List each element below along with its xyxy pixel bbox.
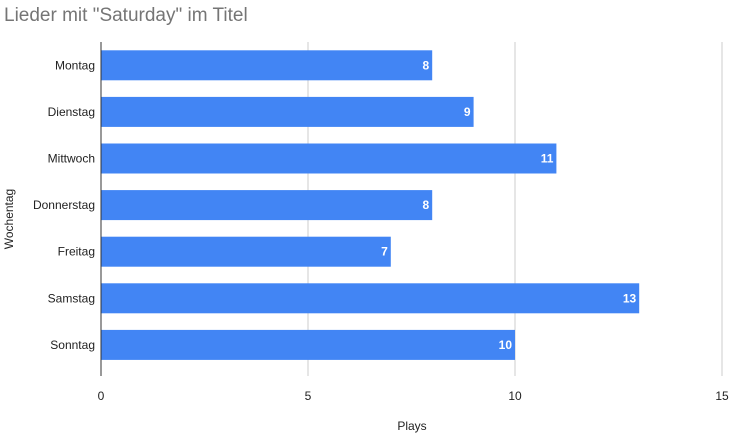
x-tick-labels: 0 5 10 15	[98, 389, 729, 403]
y-tick-labels: Montag Dienstag Mittwoch Donnerstag Freitag S…	[33, 58, 95, 352]
y-tick-label-montag: Montag	[55, 58, 95, 72]
data-label-freitag: 7	[381, 245, 388, 259]
data-label-samstag: 13	[623, 291, 637, 305]
bar-montag	[101, 50, 433, 81]
data-labels: 8 9 11 8 7 13 10	[381, 58, 636, 352]
bar-donnerstag	[101, 190, 433, 221]
y-tick-label-donnerstag: Donnerstag	[33, 198, 95, 212]
x-tick-label: 15	[715, 389, 729, 403]
x-tick-label: 0	[98, 389, 105, 403]
y-tick-label-dienstag: Dienstag	[48, 105, 95, 119]
data-label-montag: 8	[423, 58, 430, 72]
data-label-sonntag: 10	[499, 338, 513, 352]
y-axis-title: Wochentag	[2, 189, 16, 250]
bar-dienstag	[101, 96, 474, 127]
data-label-mittwoch: 11	[541, 152, 554, 166]
chart-title: Lieder mit "Saturday" im Titel	[4, 5, 248, 26]
x-tick-label: 5	[305, 389, 312, 403]
data-label-donnerstag: 8	[423, 198, 430, 212]
bar-mittwoch	[101, 143, 557, 174]
y-tick-label-mittwoch: Mittwoch	[48, 152, 95, 166]
bar-freitag	[101, 236, 391, 267]
y-tick-label-freitag: Freitag	[58, 245, 95, 259]
bars	[101, 50, 640, 360]
x-tick-label: 10	[508, 389, 522, 403]
y-tick-label-sonntag: Sonntag	[50, 338, 95, 352]
y-tick-label-samstag: Samstag	[48, 291, 95, 305]
bar-sonntag	[101, 329, 515, 360]
x-axis-title: Plays	[397, 419, 426, 433]
bar-samstag	[101, 283, 640, 314]
data-label-dienstag: 9	[464, 105, 471, 119]
